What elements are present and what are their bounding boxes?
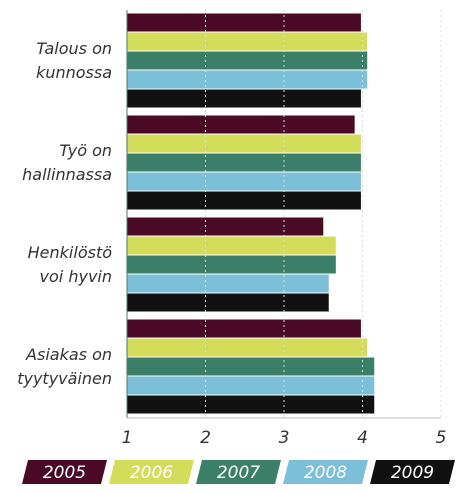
legend-label: 2006 [130, 463, 173, 483]
bar [127, 13, 361, 32]
bar [127, 236, 336, 255]
legend-swatch [370, 460, 455, 484]
x-tick-label: 2 [200, 428, 211, 448]
bar [127, 274, 329, 293]
bar [127, 51, 368, 70]
bar [127, 89, 361, 108]
legend-swatch [196, 460, 281, 484]
bar [127, 255, 336, 274]
x-tick-label: 1 [122, 428, 133, 448]
x-tick-label: 5 [436, 428, 447, 448]
bar [127, 293, 329, 312]
bar [127, 376, 375, 395]
x-tick-label: 4 [357, 428, 368, 448]
bar [127, 395, 375, 414]
bar [127, 32, 368, 51]
category-label: Asiakas on tyytyväinen [17, 345, 112, 388]
legend-label: 2007 [217, 463, 260, 483]
bar [127, 134, 361, 153]
legend-label: 2009 [391, 463, 434, 483]
legend-label: 2005 [43, 463, 86, 483]
legend-swatch [22, 460, 107, 484]
legend-swatch [283, 460, 368, 484]
legend-label: 2008 [304, 463, 347, 483]
bar [127, 357, 375, 376]
x-tick-label: 3 [279, 428, 290, 448]
bar [127, 319, 361, 338]
bar [127, 172, 361, 191]
category-label: Työ on hallinnassa [22, 141, 112, 184]
category-label: Talous on kunnossa [36, 39, 112, 82]
bar [127, 115, 355, 134]
bar [127, 338, 368, 357]
bar [127, 217, 324, 236]
bar [127, 191, 361, 210]
category-label: Henkilöstö voi hyvin [27, 243, 112, 286]
bar [127, 70, 368, 89]
legend-swatch [109, 460, 194, 484]
bar [127, 153, 361, 172]
